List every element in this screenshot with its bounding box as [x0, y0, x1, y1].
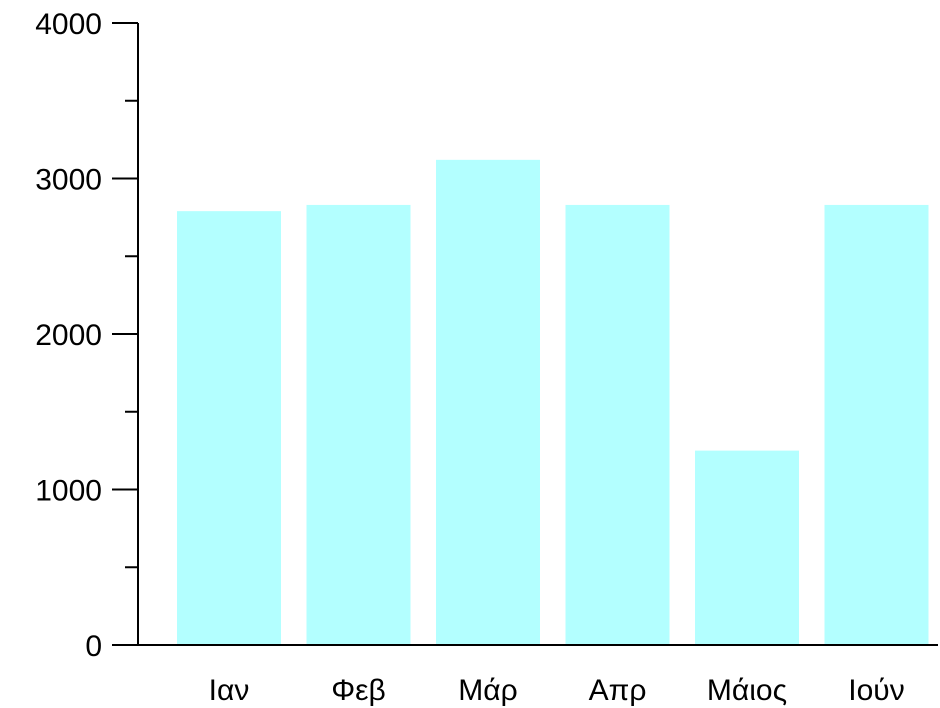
x-category-label: Απρ — [589, 674, 647, 707]
y-tick-label: 4000 — [35, 8, 102, 41]
x-axis: Ιαν Φεβ Μάρ Απρ Μάιος Ιούν — [112, 644, 938, 707]
bar-1 — [177, 211, 281, 645]
x-category-label: Ιούν — [848, 674, 904, 707]
bar-3 — [436, 159, 540, 645]
y-tick-label: 0 — [85, 630, 102, 663]
bar-2 — [306, 204, 411, 645]
x-category-label: Μάιος — [707, 674, 787, 707]
x-category-label: Ιαν — [209, 674, 250, 707]
bars-group — [177, 159, 929, 645]
bar-6 — [824, 204, 929, 645]
bar-4 — [565, 204, 670, 645]
y-tick-label: 2000 — [35, 319, 102, 352]
y-axis: 0 1000 2000 3000 4000 — [35, 8, 139, 663]
y-tick-label: 1000 — [35, 475, 102, 508]
x-category-label: Φεβ — [331, 674, 386, 707]
bar-5 — [695, 450, 799, 645]
x-category-label: Μάρ — [458, 674, 517, 707]
y-tick-label: 3000 — [35, 164, 102, 197]
